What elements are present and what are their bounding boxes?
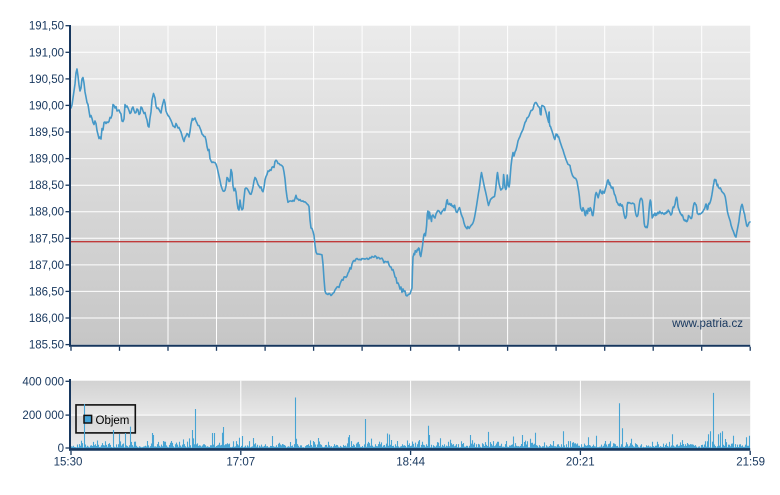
svg-text:0: 0 xyxy=(58,443,64,455)
svg-text:191,50: 191,50 xyxy=(29,21,64,33)
svg-text:400 000: 400 000 xyxy=(22,376,64,388)
svg-text:185.50: 185.50 xyxy=(29,340,64,352)
svg-text:186,00: 186,00 xyxy=(29,313,64,325)
svg-text:20:21: 20:21 xyxy=(566,456,595,468)
svg-text:187,00: 187,00 xyxy=(29,260,64,272)
svg-text:191,00: 191,00 xyxy=(29,47,64,59)
svg-text:190,50: 190,50 xyxy=(29,74,64,86)
svg-text:17:07: 17:07 xyxy=(226,456,255,468)
svg-text:188,50: 188,50 xyxy=(29,180,64,192)
svg-text:189,00: 189,00 xyxy=(29,154,64,166)
svg-text:18:44: 18:44 xyxy=(396,456,425,468)
svg-text:21:59: 21:59 xyxy=(736,456,765,468)
svg-text:200 000: 200 000 xyxy=(22,410,64,422)
svg-text:188,00: 188,00 xyxy=(29,207,64,219)
svg-text:186,50: 186,50 xyxy=(29,286,64,298)
svg-text:www.patria.cz: www.patria.cz xyxy=(671,318,743,330)
svg-text:189,50: 189,50 xyxy=(29,127,64,139)
svg-text:187,50: 187,50 xyxy=(29,233,64,245)
svg-text:190,00: 190,00 xyxy=(29,100,64,112)
svg-text:15:30: 15:30 xyxy=(54,456,83,468)
svg-text:Objem: Objem xyxy=(96,415,130,427)
